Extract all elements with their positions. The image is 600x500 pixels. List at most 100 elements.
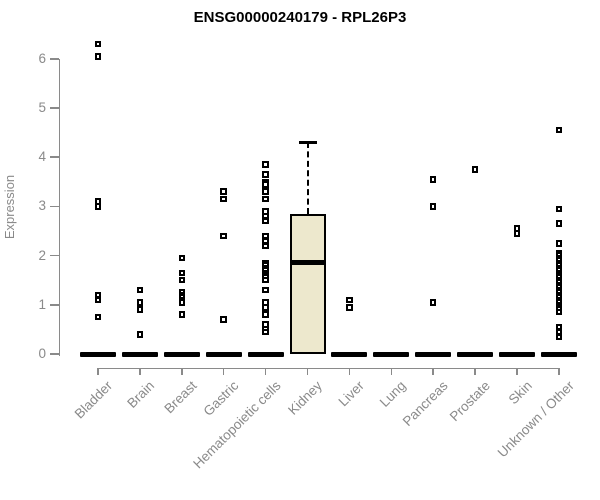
y-tick-label: 4 [38, 149, 46, 165]
y-tick-label: 3 [38, 198, 46, 214]
x-axis-tick [97, 369, 99, 375]
median-line [289, 260, 326, 266]
outlier-point [178, 254, 186, 262]
collapsed-box-median [121, 351, 158, 358]
x-tick-label: Breast [161, 378, 200, 417]
outlier-point [94, 53, 102, 60]
outlier-point [94, 40, 102, 48]
outlier-point [178, 299, 186, 306]
collapsed-box-median [163, 351, 200, 358]
x-axis-tick [516, 369, 518, 375]
outlier-point [178, 269, 186, 277]
outlier-point [262, 171, 269, 178]
outlier-point [429, 176, 437, 183]
outlier-point [346, 296, 353, 304]
outlier-point [220, 232, 227, 240]
collapsed-box-median [205, 351, 242, 358]
outlier-point [94, 296, 102, 304]
y-tick-label: 0 [38, 346, 46, 361]
x-axis-tick [181, 369, 183, 375]
outlier-point [178, 311, 186, 318]
y-axis-tick [50, 107, 59, 109]
x-tick-label: Kidney [285, 378, 326, 418]
outlier-point [555, 220, 563, 227]
y-tick-label: 1 [38, 296, 46, 312]
outlier-point [94, 203, 102, 210]
collapsed-box-median [80, 351, 116, 358]
x-axis-tick [348, 369, 351, 375]
outlier-point [262, 276, 269, 284]
y-axis-tick [50, 254, 59, 257]
x-axis-tick [306, 369, 309, 375]
y-axis-tick [50, 304, 59, 306]
outlier-point [220, 188, 227, 195]
outlier-point [513, 230, 521, 237]
outlier-point [262, 286, 269, 294]
collapsed-box-median [415, 351, 452, 358]
x-axis-tick [432, 369, 434, 375]
x-axis-tick [264, 369, 267, 375]
x-tick-label: Pancreas [399, 378, 451, 429]
outlier-point [262, 242, 269, 249]
outlier-point [136, 286, 144, 294]
outlier-point [555, 308, 563, 316]
y-axis-tick [50, 156, 59, 158]
x-axis-tick [139, 369, 141, 375]
collapsed-box-median [373, 351, 410, 358]
outlier-point [94, 313, 102, 321]
upper-whisker [306, 142, 309, 214]
outlier-point [136, 306, 144, 313]
x-axis-line [97, 367, 560, 369]
outlier-point [262, 161, 269, 168]
y-tick-label: 2 [38, 247, 46, 263]
outlier-point [220, 316, 227, 323]
outlier-point [346, 304, 353, 311]
outlier-point [136, 299, 144, 306]
collapsed-box-median [331, 351, 368, 358]
outlier-point [262, 311, 269, 318]
x-tick-label: Prostate [446, 378, 493, 425]
outlier-point [262, 304, 269, 311]
x-axis-tick [474, 369, 476, 375]
collapsed-box-median [247, 351, 284, 358]
outlier-point [555, 240, 563, 247]
outlier-point [262, 217, 269, 225]
y-tick-label: 5 [38, 100, 46, 115]
outlier-point [471, 166, 479, 173]
outlier-point [429, 203, 437, 210]
collapsed-box-median [540, 351, 577, 358]
outlier-point [220, 195, 227, 203]
y-axis-tick [50, 205, 59, 208]
x-tick-label: Unknown / Other [494, 378, 577, 461]
outlier-point [555, 205, 563, 213]
x-axis-tick [558, 369, 560, 375]
x-axis-tick [390, 369, 393, 375]
x-tick-label: Bladder [72, 378, 116, 422]
outlier-point [178, 276, 186, 284]
outlier-point [429, 299, 437, 306]
outlier-point [262, 328, 269, 336]
box [289, 213, 326, 354]
y-axis-line [58, 58, 60, 356]
x-tick-label: Lung [377, 378, 409, 410]
whisker-cap [298, 141, 317, 144]
x-tick-label: Gastric [200, 378, 242, 419]
outlier-point [136, 331, 144, 338]
x-tick-label: Liver [335, 378, 368, 410]
outlier-point [555, 333, 563, 341]
y-axis-tick [50, 353, 59, 355]
x-axis-tick [222, 369, 225, 375]
y-tick-label: 6 [38, 50, 46, 66]
y-axis-tick [50, 58, 59, 60]
collapsed-box-median [499, 351, 535, 358]
x-tick-label: Brain [124, 378, 158, 411]
chart-title: ENSG00000240179 - RPL26P3 [193, 9, 407, 26]
outlier-point [262, 195, 269, 203]
collapsed-box-median [457, 351, 494, 358]
outlier-point [262, 188, 269, 195]
outlier-point [555, 126, 563, 134]
x-tick-label: Skin [505, 378, 535, 408]
outlier-point [262, 181, 269, 188]
